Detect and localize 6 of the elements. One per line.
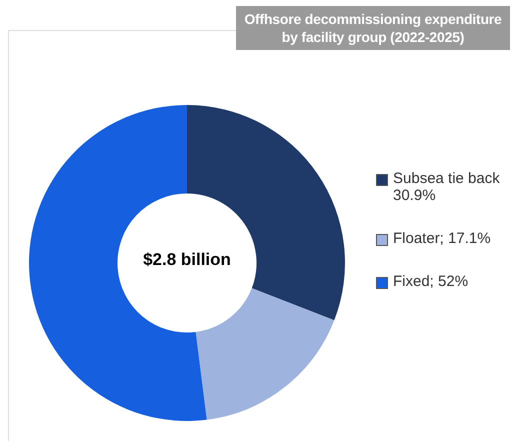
legend-label: Floater; 17.1% xyxy=(393,230,491,247)
chart-title: Offhsore decommissioning expenditure by facility group (2022-2025) xyxy=(236,6,510,50)
legend-label: Fixed; 52% xyxy=(393,273,468,290)
text: $2.8 billion xyxy=(142,250,232,270)
legend-label: Subsea tie back xyxy=(393,170,500,187)
data-label: 30.9% xyxy=(393,187,436,204)
